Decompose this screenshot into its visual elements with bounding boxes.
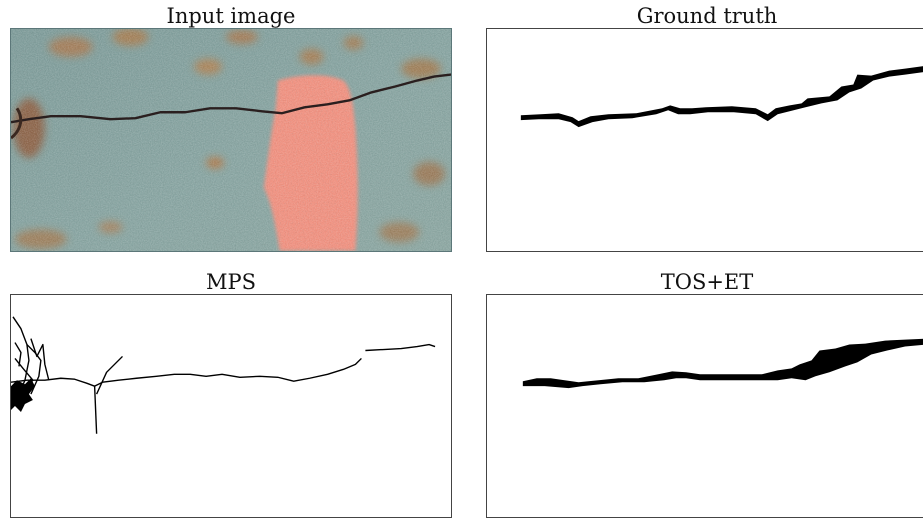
crack-region [520, 66, 923, 128]
tos-et-caption: TOS+ET [660, 270, 754, 294]
mps-panel [10, 294, 452, 518]
crack-edge [11, 107, 23, 140]
ground-truth-panel [486, 28, 923, 252]
input-image [11, 29, 451, 251]
mps-result [11, 316, 436, 434]
crack-region [522, 338, 923, 389]
tos-et-panel [486, 294, 923, 518]
tos-et-result [522, 338, 923, 389]
crack-line [11, 73, 451, 124]
surface-speckle [11, 29, 451, 251]
ground-truth-caption: Ground truth [636, 4, 778, 28]
input-image-panel [10, 28, 452, 252]
ground-truth-mask [520, 66, 923, 128]
input-image-caption: Input image [166, 4, 296, 28]
mps-crack-trace [11, 316, 436, 434]
mps-caption: MPS [205, 270, 257, 294]
mps-noise-blob [11, 378, 35, 412]
